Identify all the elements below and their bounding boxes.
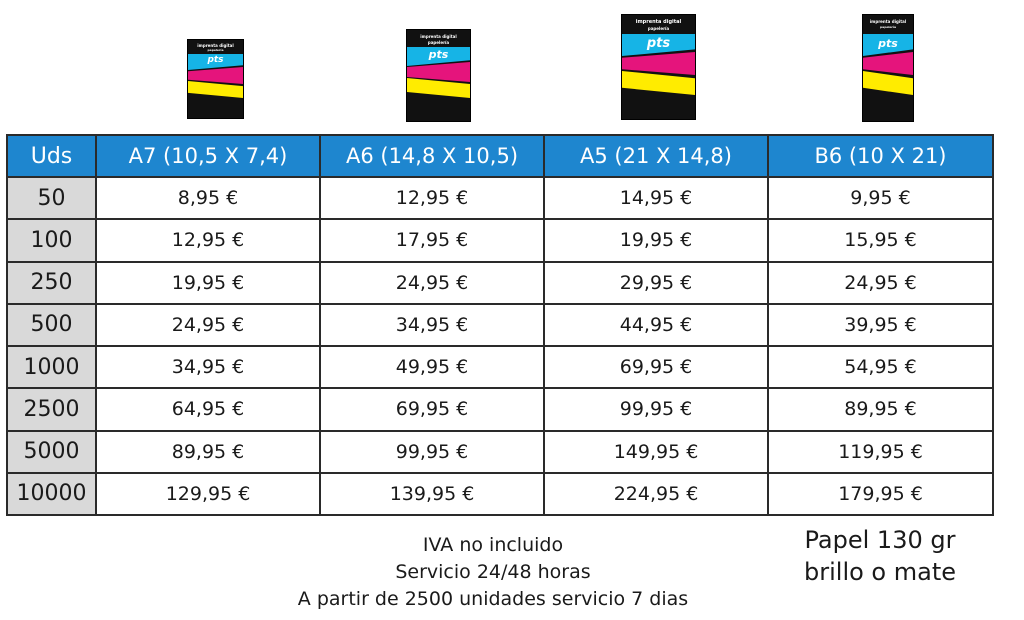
price-cell: 8,95 €: [95, 175, 321, 221]
flyer-subheader: papelería: [647, 26, 670, 31]
price-cell: 17,95 €: [319, 218, 545, 263]
quantity-cell: 5000: [6, 429, 97, 474]
quantity-cell: 250: [6, 260, 97, 305]
price-cell: 12,95 €: [319, 175, 545, 221]
quantity-cell: 2500: [6, 387, 97, 432]
paper-weight: Papel 130 gr: [804, 526, 956, 554]
table-row: 5000 89,95 €99,95 €149,95 €119,95 €: [6, 429, 994, 474]
flyer-logo: pts: [646, 36, 671, 51]
price-cell: 69,95 €: [319, 387, 545, 432]
price-cell: 129,95 €: [95, 471, 321, 517]
conditions-notes: IVA no incluido Servicio 24/48 horas A p…: [280, 532, 706, 613]
flyer-header: imprenta digital: [197, 43, 234, 48]
price-cell: 89,95 €: [95, 429, 321, 474]
vat-note: IVA no incluido: [422, 534, 564, 556]
paper-info: Papel 130 gr brillo o mate: [790, 524, 970, 588]
price-cell: 69,95 €: [543, 344, 769, 390]
price-cell: 99,95 €: [319, 429, 545, 474]
table-row: 500 24,95 €34,95 €44,95 €39,95 €: [6, 302, 994, 348]
price-cell: 29,95 €: [543, 260, 769, 305]
price-table: Uds A7 (10,5 X 7,4) A6 (14,8 X 10,5) A5 (21…: [6, 134, 994, 517]
table-body: 50 8,95 €12,95 €14,95 €9,95 €100 12,95 €17…: [6, 175, 994, 517]
price-cell: 19,95 €: [95, 260, 321, 305]
table-row: 10000 129,95 €139,95 €224,95 €179,95 €: [6, 471, 994, 517]
flyer-header: imprenta digital: [635, 19, 682, 25]
table-row: 1000 34,95 €49,95 €69,95 €54,95 €: [6, 344, 994, 390]
paper-finish: brillo o mate: [804, 558, 956, 586]
price-cell: 54,95 €: [767, 344, 994, 390]
quantity-cell: 1000: [6, 344, 97, 390]
flyer-logo: pts: [207, 55, 224, 65]
price-cell: 39,95 €: [767, 302, 994, 348]
price-cell: 34,95 €: [319, 302, 545, 348]
price-cell: 64,95 €: [95, 387, 321, 432]
price-cell: 19,95 €: [543, 218, 769, 263]
column-header-quantity: Uds: [6, 134, 97, 178]
table-header-row: Uds A7 (10,5 X 7,4) A6 (14,8 X 10,5) A5 (21…: [6, 134, 994, 178]
quantity-cell: 10000: [6, 471, 97, 517]
column-header-size-4: B6 (10 X 21): [767, 134, 994, 178]
flyer-logo: pts: [878, 37, 898, 50]
flyer-thumbnails: imprenta digital papelería pts imprenta …: [0, 0, 1024, 130]
table-row: 50 8,95 €12,95 €14,95 €9,95 €: [6, 175, 994, 221]
flyer-subheader: papelería: [207, 48, 224, 52]
price-cell: 179,95 €: [767, 471, 994, 517]
column-header-size-2: A6 (14,8 X 10,5): [319, 134, 545, 178]
flyer-logo: pts: [428, 48, 449, 61]
quantity-cell: 50: [6, 175, 97, 221]
price-cell: 49,95 €: [319, 344, 545, 390]
price-cell: 224,95 €: [543, 471, 769, 517]
price-cell: 9,95 €: [767, 175, 994, 221]
price-cell: 12,95 €: [95, 218, 321, 263]
price-cell: 89,95 €: [767, 387, 994, 432]
bulk-service-note: A partir de 2500 unidades servicio 7 dia…: [297, 588, 689, 610]
flyer-header: imprenta digital: [420, 34, 457, 39]
price-cell: 24,95 €: [95, 302, 321, 348]
price-cell: 149,95 €: [543, 429, 769, 474]
flyer-header: imprenta digital: [869, 19, 907, 24]
price-cell: 44,95 €: [543, 302, 769, 348]
price-cell: 139,95 €: [319, 471, 545, 517]
table-row: 250 19,95 €24,95 €29,95 €24,95 €: [6, 260, 994, 305]
price-cell: 34,95 €: [95, 344, 321, 390]
flyer-subheader: papelería: [880, 25, 896, 29]
price-cell: 119,95 €: [767, 429, 994, 474]
flyer-subheader: papelería: [427, 40, 450, 45]
flyer-thumbnail-a7: imprenta digital papelería pts: [187, 39, 244, 119]
flyer-thumbnail-a6: imprenta digital papelería pts: [406, 29, 471, 122]
quantity-cell: 100: [6, 218, 97, 263]
service-time-note: Servicio 24/48 horas: [395, 561, 591, 583]
table-row: 100 12,95 €17,95 €19,95 €15,95 €: [6, 218, 994, 263]
flyer-thumbnail-a5: imprenta digital papelería pts: [621, 14, 696, 120]
price-cell: 24,95 €: [319, 260, 545, 305]
price-cell: 15,95 €: [767, 218, 994, 263]
column-header-size-1: A7 (10,5 X 7,4): [95, 134, 321, 178]
price-cell: 99,95 €: [543, 387, 769, 432]
quantity-cell: 500: [6, 302, 97, 348]
flyer-thumbnail-b6: imprenta digital papelería pts: [862, 14, 914, 122]
price-cell: 24,95 €: [767, 260, 994, 305]
price-cell: 14,95 €: [543, 175, 769, 221]
table-row: 2500 64,95 €69,95 €99,95 €89,95 €: [6, 387, 994, 432]
column-header-size-3: A5 (21 X 14,8): [543, 134, 769, 178]
